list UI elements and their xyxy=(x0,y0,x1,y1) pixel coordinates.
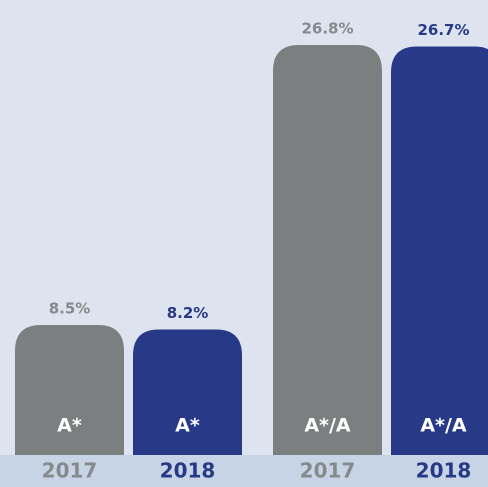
category-strip xyxy=(0,455,488,487)
bar-label: A* xyxy=(175,415,200,437)
bar xyxy=(273,44,382,456)
bar-label: A* xyxy=(57,415,82,437)
value-label: 26.8% xyxy=(301,19,353,37)
value-label: 8.5% xyxy=(49,299,91,317)
x-tick-label: 2017 xyxy=(300,459,356,483)
bar xyxy=(133,329,242,455)
bar-label: A*/A xyxy=(420,415,467,437)
bar-label: A*/A xyxy=(304,415,351,437)
value-label: 8.2% xyxy=(167,304,209,322)
bar xyxy=(391,46,488,455)
x-tick-label: 2017 xyxy=(42,459,98,483)
x-tick-label: 2018 xyxy=(416,459,472,483)
value-label: 26.7% xyxy=(417,21,469,39)
x-tick-label: 2018 xyxy=(160,459,216,483)
bar xyxy=(15,324,124,455)
